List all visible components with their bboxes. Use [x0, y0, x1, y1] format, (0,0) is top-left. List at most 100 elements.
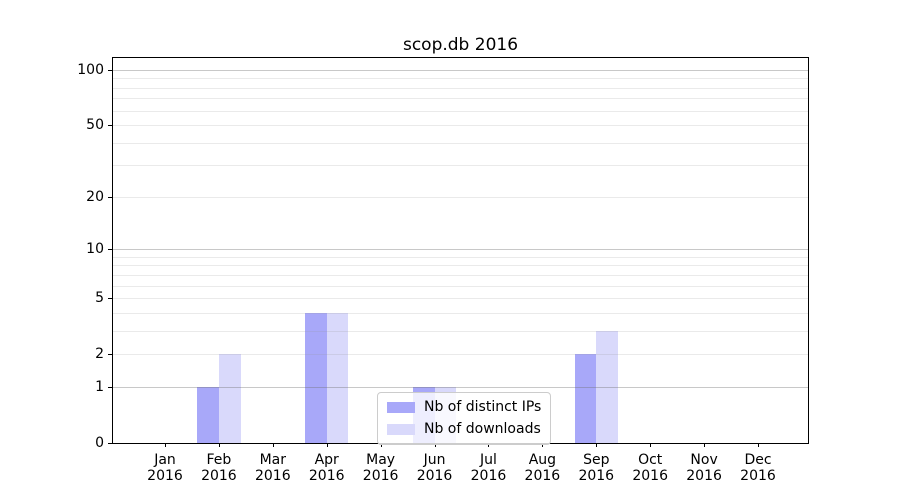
- gridline-minor: [113, 274, 808, 276]
- x-tick-year: 2016: [201, 468, 237, 484]
- legend-label-distinct-ips: Nb of distinct IPs: [424, 399, 542, 415]
- y-tick-mark: [108, 386, 112, 388]
- bar-downloads: [326, 312, 349, 443]
- x-tick-label: Aug 2016: [510, 452, 574, 484]
- x-tick-month: Jul: [480, 452, 497, 468]
- gridline-minor: [113, 256, 808, 258]
- y-tick-mark: [108, 354, 112, 356]
- y-tick-mark: [108, 196, 112, 198]
- legend: Nb of distinct IPs Nb of downloads: [377, 392, 552, 445]
- y-tick-mark: [108, 69, 112, 71]
- x-tick-month: Nov: [690, 452, 718, 468]
- x-tick-month: Apr: [314, 452, 339, 468]
- x-tick-year: 2016: [578, 468, 615, 484]
- gridline-minor: [113, 265, 808, 267]
- gridline-minor: [113, 196, 808, 198]
- gridline-minor: [113, 298, 808, 300]
- x-tick-year: 2016: [362, 468, 399, 484]
- x-tick-month: Mar: [259, 452, 287, 468]
- y-tick-label: 20: [86, 188, 104, 205]
- gridline-minor: [113, 142, 808, 144]
- x-tick-year: 2016: [740, 468, 776, 484]
- x-tick-label: Nov 2016: [672, 452, 736, 484]
- legend-swatch-downloads: [387, 424, 415, 435]
- x-tick-label: Jan 2016: [133, 452, 197, 484]
- x-tick-mark: [218, 443, 220, 447]
- x-tick-year: 2016: [470, 468, 507, 484]
- x-tick-label: Sep 2016: [564, 452, 628, 484]
- x-tick-label: May 2016: [349, 452, 413, 484]
- x-tick-mark: [650, 443, 652, 447]
- y-tick-mark: [108, 298, 112, 300]
- x-tick-mark: [165, 443, 166, 447]
- x-tick-label: Jul 2016: [456, 452, 520, 484]
- x-tick-month: Jan: [154, 452, 176, 468]
- y-tick-mark: [108, 125, 112, 127]
- y-tick-label: 2: [95, 346, 104, 363]
- x-tick-month: Jun: [423, 452, 446, 468]
- x-tick-year: 2016: [147, 468, 183, 484]
- x-tick-year: 2016: [632, 468, 668, 484]
- x-tick-label: Oct 2016: [618, 452, 682, 484]
- gridline-minor: [113, 98, 808, 100]
- gridline-major: [113, 69, 808, 71]
- gridline-major: [113, 386, 808, 388]
- grid-layer: [113, 58, 808, 443]
- bar-downloads: [218, 354, 241, 443]
- x-tick-month: May: [366, 452, 396, 468]
- gridline-minor: [113, 330, 808, 332]
- x-tick-month: Feb: [206, 452, 232, 468]
- x-tick-mark: [434, 443, 436, 447]
- x-tick-label: Dec 2016: [726, 452, 790, 484]
- y-tick-mark: [108, 443, 112, 444]
- y-tick-label: 1: [95, 378, 104, 395]
- gridline-minor: [113, 78, 808, 80]
- gridline-minor: [113, 125, 808, 127]
- gridline-minor: [113, 285, 808, 287]
- bar-distinct-ips: [305, 312, 327, 443]
- bar-distinct-ips: [197, 386, 219, 443]
- x-tick-year: 2016: [686, 468, 722, 484]
- y-tick-label: 5: [95, 290, 104, 307]
- x-tick-label: Jun 2016: [403, 452, 467, 484]
- gridline-major: [113, 249, 808, 251]
- gridline-minor: [113, 110, 808, 112]
- x-tick-year: 2016: [416, 468, 453, 484]
- x-tick-month: Sep: [583, 452, 610, 468]
- x-tick-mark: [488, 443, 490, 447]
- x-tick-mark: [272, 443, 274, 447]
- x-tick-label: Apr 2016: [295, 452, 359, 484]
- x-tick-mark: [380, 443, 382, 447]
- x-tick-month: Dec: [744, 452, 772, 468]
- x-tick-year: 2016: [524, 468, 561, 484]
- y-tick-mark: [108, 249, 112, 251]
- x-tick-year: 2016: [254, 468, 291, 484]
- x-tick-year: 2016: [308, 468, 345, 484]
- chart-title: scop.db 2016: [402, 35, 519, 55]
- bar-distinct-ips: [574, 354, 597, 443]
- bar-downloads: [596, 330, 618, 443]
- x-tick-mark: [704, 443, 706, 447]
- y-tick-label: 10: [86, 241, 104, 258]
- x-tick-mark: [757, 443, 759, 447]
- gridline-minor: [113, 87, 808, 89]
- y-tick-label: 0: [95, 435, 104, 451]
- x-tick-mark: [542, 443, 544, 447]
- x-tick-mark: [326, 443, 328, 447]
- legend-swatch-distinct-ips: [387, 402, 415, 413]
- plot-area: Nb of distinct IPs Nb of downloads: [112, 57, 809, 445]
- x-tick-mark: [596, 443, 598, 447]
- gridline-minor: [113, 165, 808, 167]
- gridline-minor: [113, 312, 808, 314]
- x-tick-label: Feb 2016: [187, 452, 251, 484]
- legend-item-distinct-ips: Nb of distinct IPs: [387, 398, 541, 417]
- y-tick-label: 50: [86, 117, 104, 134]
- gridline-minor: [113, 354, 808, 356]
- x-tick-label: Mar 2016: [241, 452, 305, 484]
- y-tick-label: 100: [77, 61, 104, 78]
- x-tick-month: Aug: [528, 452, 557, 468]
- legend-label-downloads: Nb of downloads: [424, 421, 541, 437]
- x-tick-month: Oct: [638, 452, 663, 468]
- legend-item-downloads: Nb of downloads: [387, 420, 541, 439]
